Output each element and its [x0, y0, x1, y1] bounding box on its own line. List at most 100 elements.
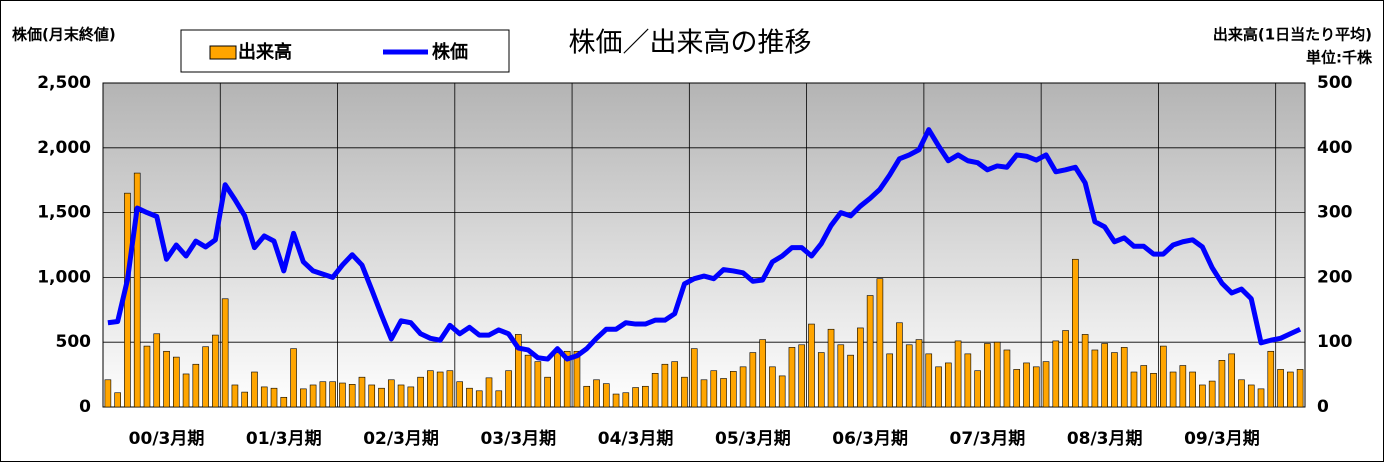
y-tick-label: 1,000: [37, 267, 91, 287]
bar: [651, 373, 659, 408]
bar: [153, 333, 161, 408]
x-tick-label: 04/3月期: [598, 429, 674, 449]
x-tick-label: 01/3月期: [246, 429, 322, 449]
bar: [319, 381, 327, 408]
y2-unit: 単位:千株: [1306, 49, 1373, 67]
bar: [642, 385, 649, 408]
bar: [104, 379, 112, 408]
bar: [808, 323, 815, 408]
bar: [1160, 345, 1167, 408]
bar: [993, 341, 1001, 408]
bar: [554, 352, 561, 408]
bar: [847, 354, 854, 408]
bar: [798, 344, 806, 408]
bar: [739, 366, 747, 408]
bar: [749, 352, 757, 408]
bar: [817, 352, 825, 408]
bar: [339, 382, 346, 408]
bar: [1247, 384, 1255, 408]
bar: [1003, 349, 1011, 408]
bar: [866, 295, 874, 408]
bar: [622, 392, 630, 408]
bar: [505, 370, 512, 408]
bar: [1296, 369, 1304, 408]
bar: [436, 371, 444, 408]
bar: [1032, 366, 1040, 408]
bar: [896, 322, 903, 408]
bar: [954, 340, 962, 408]
x-tick-label: 02/3月期: [363, 429, 439, 449]
y-tick-label: 0: [79, 397, 91, 417]
bar: [114, 392, 121, 408]
bar: [427, 370, 434, 408]
bar: [1169, 371, 1177, 408]
y2-tick-label: 400: [1317, 138, 1353, 158]
bar: [700, 379, 708, 408]
bar: [905, 344, 913, 408]
bar: [612, 393, 620, 408]
x-tick-label: 05/3月期: [715, 429, 791, 449]
bar: [270, 387, 278, 408]
bar: [1101, 343, 1108, 408]
x-tick-label: 03/3月期: [480, 429, 556, 449]
bar: [309, 384, 317, 408]
bar: [945, 362, 952, 408]
bar: [1062, 330, 1069, 408]
bar: [368, 384, 376, 408]
bar: [456, 381, 463, 408]
bar: [769, 366, 776, 408]
bar: [935, 366, 942, 408]
x-tick-label: 00/3月期: [129, 429, 205, 449]
legend-swatch: [209, 45, 237, 60]
bar: [241, 391, 248, 408]
y2-tick-label: 0: [1317, 397, 1329, 417]
bar: [759, 339, 766, 408]
legend-label: 株価: [432, 41, 468, 63]
bar: [690, 348, 698, 408]
bar: [378, 387, 385, 408]
bar: [172, 356, 180, 408]
bar: [1081, 334, 1089, 408]
bar: [1120, 347, 1128, 408]
legend-label: 出来高: [238, 41, 292, 63]
bar: [1052, 340, 1060, 408]
bar: [632, 387, 639, 408]
bar: [1111, 352, 1118, 408]
x-tick-label: 07/3月期: [950, 429, 1026, 449]
bar: [1267, 350, 1275, 408]
bar: [1189, 371, 1196, 408]
y2-tick-label: 100: [1317, 332, 1353, 352]
bar: [964, 353, 972, 408]
bar: [143, 345, 151, 408]
y2-axis-label: 出来高(1日当たり平均): [1213, 26, 1372, 44]
bar: [251, 371, 258, 408]
bar: [583, 385, 591, 408]
bar: [857, 327, 864, 408]
bar: [1072, 258, 1079, 408]
y-axis-label: 株価(月末終値): [12, 26, 116, 44]
bar: [730, 371, 737, 408]
bar: [524, 354, 532, 408]
bar: [1013, 369, 1021, 408]
bar: [915, 339, 923, 408]
bar: [837, 344, 845, 408]
bar: [1208, 380, 1216, 408]
bar: [202, 346, 209, 408]
bar: [192, 363, 200, 408]
y-tick-label: 2,500: [37, 73, 91, 93]
bar: [974, 370, 981, 408]
x-tick-label: 08/3月期: [1067, 429, 1143, 449]
bar: [280, 396, 288, 408]
y2-tick-label: 500: [1317, 73, 1353, 93]
y2-tick-label: 200: [1317, 267, 1353, 287]
bar: [221, 298, 229, 408]
bar: [124, 192, 131, 408]
bar: [329, 381, 336, 408]
bar: [495, 390, 503, 408]
x-tick-label: 09/3月期: [1184, 429, 1260, 449]
bar: [1130, 371, 1138, 408]
bar: [1199, 384, 1206, 408]
bar: [563, 350, 571, 408]
bar: [534, 361, 542, 408]
